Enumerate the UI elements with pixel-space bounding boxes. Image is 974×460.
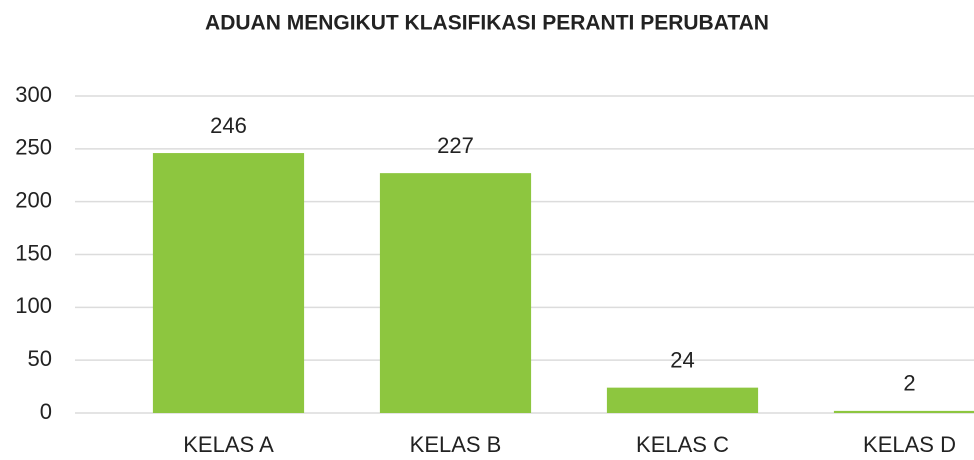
y-tick-label: 150 bbox=[15, 240, 52, 265]
bar bbox=[152, 153, 305, 413]
y-tick-label: 50 bbox=[28, 346, 52, 371]
y-tick-label: 250 bbox=[15, 135, 52, 160]
bar bbox=[379, 173, 532, 413]
x-tick-label: KELAS D bbox=[863, 432, 956, 457]
data-label: 2 bbox=[903, 371, 915, 396]
x-tick-label: KELAS B bbox=[410, 432, 502, 457]
y-tick-label: 300 bbox=[15, 82, 52, 107]
y-tick-label: 0 bbox=[40, 399, 52, 424]
data-label: 246 bbox=[210, 113, 247, 138]
y-tick-label: 200 bbox=[15, 187, 52, 212]
bar bbox=[606, 387, 759, 413]
data-label: 227 bbox=[437, 133, 474, 158]
bar bbox=[833, 410, 974, 413]
data-label: 24 bbox=[670, 347, 694, 372]
chart-title: ADUAN MENGIKUT KLASIFIKASI PERANTI PERUB… bbox=[205, 12, 769, 35]
y-tick-label: 100 bbox=[15, 293, 52, 318]
x-tick-label: KELAS C bbox=[636, 432, 729, 457]
x-tick-label: KELAS A bbox=[183, 432, 274, 457]
